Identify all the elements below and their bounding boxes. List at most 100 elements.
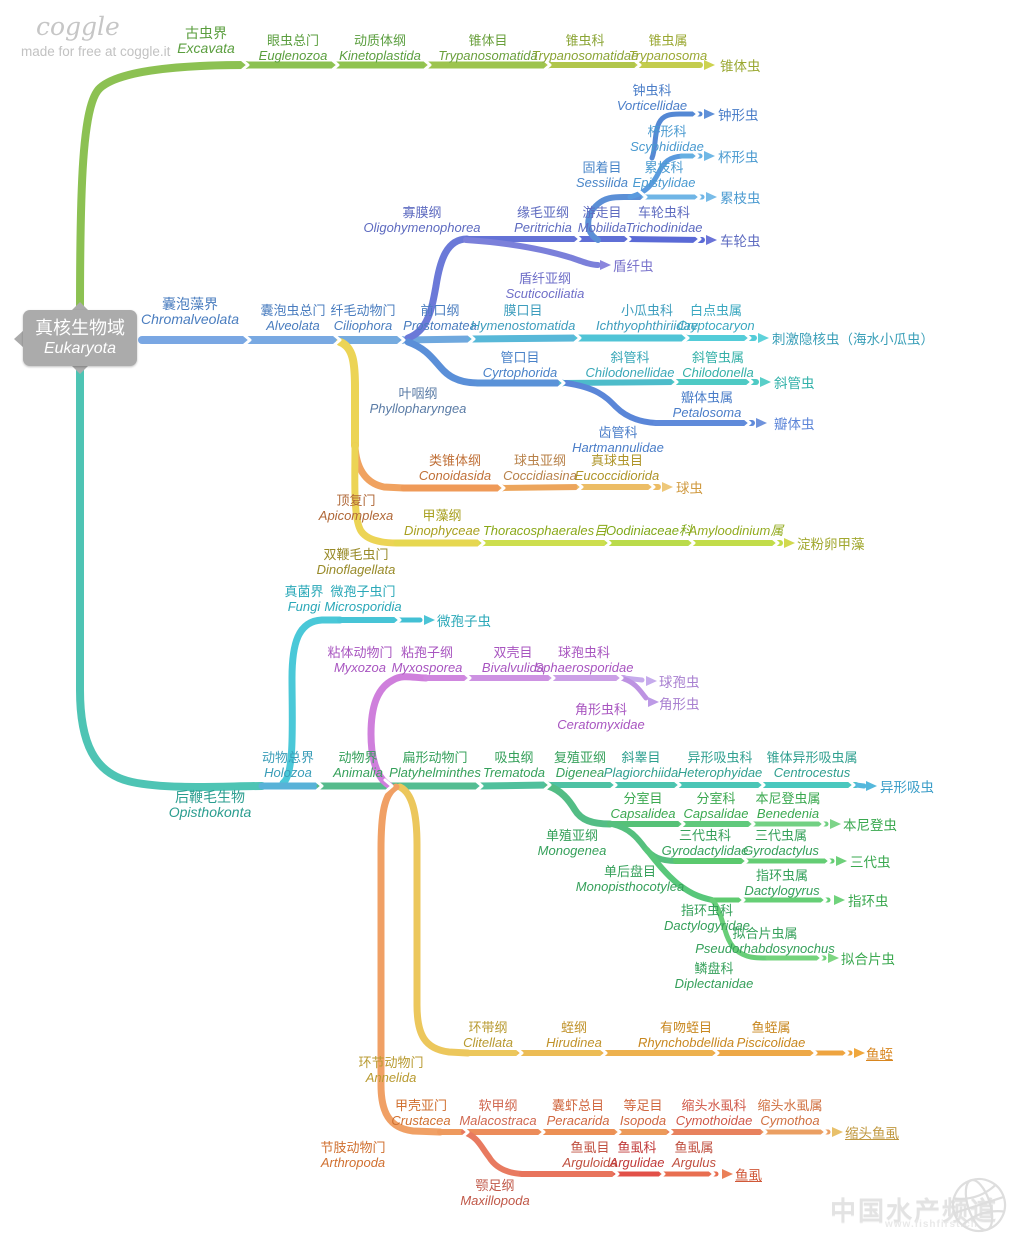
node-maxillopoda[interactable]: 颚足纲 Maxillopoda (460, 1178, 529, 1208)
node-scyphidiidae[interactable]: 杯形科 Scyphidiidae (630, 124, 704, 154)
leaf-heterophyid[interactable]: 异形吸虫 (880, 780, 934, 795)
leaf-benedenia[interactable]: 本尼登虫 (843, 818, 897, 833)
node-trematoda[interactable]: 吸虫纲 Trematoda (483, 750, 545, 780)
leaf-trichodina[interactable]: 车轮虫 (720, 234, 761, 249)
node-argulidae[interactable]: 鱼虱科 Argulidae (610, 1140, 665, 1170)
node-thoracosphaerales[interactable]: Thoracosphaerales目 (483, 523, 607, 538)
node-peracarida[interactable]: 囊虾总目 Peracarida (547, 1098, 610, 1128)
node-hymenostomatida[interactable]: 膜口目 Hymenostomatida (471, 303, 576, 333)
node-malacostraca[interactable]: 软甲纲 Malacostraca (459, 1098, 536, 1128)
node-eucoccidiorida[interactable]: 真球虫目 Eucoccidiorida (575, 453, 660, 483)
node-capsalidae[interactable]: 分室科 Capsalidae (683, 791, 748, 821)
leaf-scuticociliate[interactable]: 盾纤虫 (613, 259, 654, 274)
node-monopisthocotylea[interactable]: 单后盘目 Monopisthocotylea (576, 864, 684, 894)
node-sphaerosporidae[interactable]: 球孢虫科 Sphaerosporidae (534, 645, 633, 675)
node-amyloodinium[interactable]: Amyloodinium属 (689, 523, 784, 538)
leaf-ceratomyxa[interactable]: 角形虫 (659, 697, 700, 712)
node-piscicolidae[interactable]: 鱼蛭属 Piscicolidae (737, 1020, 806, 1050)
node-scuticociliatia[interactable]: 盾纤亚纲 Scuticociliatia (506, 271, 585, 301)
node-dinoflagellata[interactable]: 双鞭毛虫门 Dinoflagellata (317, 547, 396, 577)
leaf-scyphidia[interactable]: 杯形虫 (718, 150, 759, 165)
node-phyllopharyngea[interactable]: 叶咽纲 Phyllopharyngea (370, 386, 467, 416)
node-cymothoidae[interactable]: 缩头水虱科 Cymothoidae (676, 1098, 753, 1128)
node-oodiniaceae[interactable]: Oodiniaceae科 (606, 523, 692, 538)
leaf-argulus[interactable]: 鱼虱 (735, 1168, 762, 1183)
node-trypanosomatida[interactable]: 锥体目 Trypanosomatida (438, 33, 537, 63)
leaf-sphaerospora[interactable]: 球孢虫 (659, 675, 700, 690)
node-trichodinidae[interactable]: 车轮虫科 Trichodinidae (625, 205, 702, 235)
node-animalia[interactable]: 动物界 Animalia (333, 750, 383, 780)
node-oligohymenophorea[interactable]: 寡膜纲 Oligohymenophorea (363, 205, 480, 235)
node-excavata[interactable]: 古虫界 Excavata (177, 26, 235, 56)
node-trypanosomatidae[interactable]: 锥虫科 Trypanosomatidae (532, 33, 639, 63)
node-ciliophora[interactable]: 纤毛动物门 Ciliophora (330, 303, 395, 333)
node-crustacea[interactable]: 甲壳亚门 Crustacea (391, 1098, 450, 1128)
node-chilodonella[interactable]: 斜管虫属 Chilodonella (682, 350, 754, 380)
leaf-gyrodactylus[interactable]: 三代虫 (850, 855, 891, 870)
node-annelida[interactable]: 环节动物门 Annelida (358, 1055, 423, 1085)
node-cryptocaryon[interactable]: 白点虫属 Cryptocaryon (677, 303, 754, 333)
leaf-microsporidian[interactable]: 微孢子虫 (437, 614, 491, 629)
leaf-amyloodinium[interactable]: 淀粉卵甲藻 (797, 537, 865, 552)
node-argulus[interactable]: 鱼虱属 Argulus (672, 1140, 716, 1170)
node-petalosoma[interactable]: 瓣体虫属 Petalosoma (673, 390, 742, 420)
leaf-petalosoma[interactable]: 瓣体虫 (774, 417, 815, 432)
node-apicomplexa[interactable]: 顶复门 Apicomplexa (319, 493, 393, 523)
leaf-dactylogyrus[interactable]: 指环虫 (848, 894, 889, 909)
node-holozoa[interactable]: 动物总界 Holozoa (262, 750, 314, 780)
leaf-vorticella[interactable]: 钟形虫 (718, 108, 759, 123)
node-myxozoa[interactable]: 粘体动物门 Myxozoa (327, 645, 392, 675)
node-ichthyophthiriidae[interactable]: 小瓜虫科 Ichthyophthiriidae (596, 303, 698, 333)
node-diplectanidae[interactable]: 鳞盘科 Diplectanidae (675, 961, 754, 991)
node-benedenia[interactable]: 本尼登虫属 Benedenia (755, 791, 820, 821)
node-trypanosoma[interactable]: 锥虫属 Trypanosoma (629, 33, 708, 63)
node-arguloida[interactable]: 鱼虱目 Arguloida (563, 1140, 618, 1170)
node-euglenozoa[interactable]: 眼虫总门 Euglenozoa (259, 33, 328, 63)
node-cymothoa[interactable]: 缩头水虱属 Cymothoa (757, 1098, 822, 1128)
node-vorticellidae[interactable]: 钟虫科 Vorticellidae (617, 83, 687, 113)
node-coccidiasina[interactable]: 球虫亚纲 Coccidiasina (503, 453, 577, 483)
node-dactylogyridae[interactable]: 指环虫科 Dactylogyridae (664, 903, 750, 933)
node-bivalvulida[interactable]: 双壳目 Bivalvulida (482, 645, 544, 675)
node-plagiorchiida[interactable]: 斜睾目 Plagiorchiida (604, 750, 678, 780)
node-mobilida[interactable]: 游走目 Mobilida (578, 205, 626, 235)
node-cyrtophorida[interactable]: 管口目 Cyrtophorida (483, 350, 557, 380)
node-hartmannulidae[interactable]: 齿管科 Hartmannulidae (572, 425, 664, 455)
node-platyhelminthes[interactable]: 扁形动物门 Platyhelminthes (389, 750, 481, 780)
node-sessilida[interactable]: 固着目 Sessilida (576, 160, 628, 190)
node-dinophyceae[interactable]: 甲藻纲 Dinophyceae (404, 508, 480, 538)
node-hirudinea[interactable]: 蛭纲 Hirudinea (546, 1020, 602, 1050)
node-alveolata[interactable]: 囊泡虫总门 Alveolata (260, 303, 325, 333)
node-peritrichia[interactable]: 缘毛亚纲 Peritrichia (514, 205, 572, 235)
node-ceratomyxidae[interactable]: 角形虫科 Ceratomyxidae (557, 702, 644, 732)
node-arthropoda[interactable]: 节肢动物门 Arthropoda (320, 1140, 385, 1170)
leaf-trypanosome[interactable]: 锥体虫 (720, 59, 761, 74)
node-capsalidea[interactable]: 分室目 Capsalidea (610, 791, 675, 821)
node-chilodonellidae[interactable]: 斜管科 Chilodonellidae (586, 350, 675, 380)
node-fungi[interactable]: 真菌界 Fungi (284, 584, 323, 614)
leaf-cryptocaryon-irritans[interactable]: 刺激隐核虫（海水小瓜虫） (772, 332, 934, 347)
leaf-coccidia[interactable]: 球虫 (676, 481, 703, 496)
node-kinetoplastida[interactable]: 动质体纲 Kinetoplastida (339, 33, 421, 63)
node-clitellata[interactable]: 环带纲 Clitellata (463, 1020, 513, 1050)
node-digenea[interactable]: 复殖亚纲 Digenea (554, 750, 606, 780)
root-node-eukaryota[interactable]: 真核生物域 Eukaryota (23, 310, 137, 366)
node-centrocestus[interactable]: 锥体异形吸虫属 Centrocestus (766, 750, 857, 780)
node-opisthokonta[interactable]: 后鞭毛生物 Opisthokonta (169, 790, 252, 820)
node-isopoda[interactable]: 等足目 Isopoda (620, 1098, 666, 1128)
node-dactylogyrus[interactable]: 指环虫属 Dactylogyrus (744, 868, 819, 898)
node-monogenea[interactable]: 单殖亚纲 Monogenea (538, 828, 607, 858)
leaf-fish-leech[interactable]: 鱼蛭 (866, 1047, 893, 1062)
node-epistylidae[interactable]: 累枝科 Epistylidae (633, 160, 696, 190)
node-chromalveolata[interactable]: 囊泡藻界 Chromalveolata (141, 297, 239, 327)
node-conoidasida[interactable]: 类锥体纲 Conoidasida (419, 453, 491, 483)
leaf-epistylis[interactable]: 累枝虫 (720, 191, 761, 206)
node-gyrodactylidae[interactable]: 三代虫科 Gyrodactylidae (662, 828, 749, 858)
node-prostomatea[interactable]: 前口纲 Prostomatea (403, 303, 477, 333)
leaf-cymothoa[interactable]: 缩头鱼虱 (845, 1126, 899, 1141)
node-pseudorhabdosynochus[interactable]: 拟合片虫属 Pseudorhabdosynochus (695, 926, 835, 956)
node-rhynchobdellida[interactable]: 有吻蛭目 Rhynchobdellida (638, 1020, 734, 1050)
node-gyrodactylus[interactable]: 三代虫属 Gyrodactylus (743, 828, 819, 858)
node-myxosporea[interactable]: 粘孢子纲 Myxosporea (392, 645, 463, 675)
leaf-chilodonella[interactable]: 斜管虫 (774, 376, 815, 391)
